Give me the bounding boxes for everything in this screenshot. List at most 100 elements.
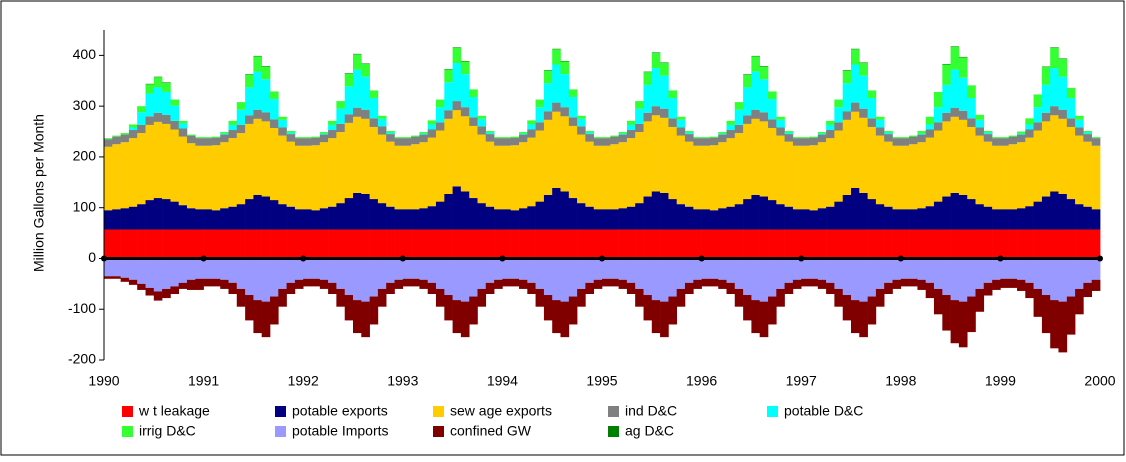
y-tick-label: 100: [73, 198, 97, 214]
bar-segment: [992, 145, 1001, 210]
bar-segment: [792, 279, 802, 289]
bar-segment: [386, 229, 395, 259]
bar-segment: [900, 229, 910, 259]
bar-segment: [967, 229, 976, 259]
bar-segment: [1075, 115, 1084, 120]
bar-segment: [909, 144, 918, 210]
bar-segment: [900, 145, 910, 210]
bar-segment: [950, 46, 960, 47]
bar-segment: [676, 258, 686, 289]
bar-segment: [1075, 135, 1084, 205]
bar-segment: [353, 258, 362, 301]
bar-segment: [120, 229, 130, 259]
bar-segment: [851, 49, 860, 65]
bar-segment: [178, 229, 188, 259]
bar-segment: [884, 229, 893, 259]
bar-segment: [336, 229, 346, 259]
bar-segment: [1008, 144, 1018, 210]
bar-segment: [1033, 122, 1043, 131]
bar-segment: [311, 137, 321, 146]
bar-segment: [560, 229, 570, 259]
bar-segment: [361, 229, 370, 259]
bar-segment: [261, 79, 271, 113]
bar-segment: [228, 124, 238, 131]
bar-segment: [568, 117, 578, 126]
bar-segment: [1083, 134, 1093, 142]
bar-segment: [942, 64, 951, 85]
bar-segment: [684, 134, 694, 142]
bar-segment: [519, 229, 528, 259]
bar-segment: [1017, 229, 1026, 259]
bar-segment: [734, 102, 744, 110]
bar-segment: [153, 121, 163, 199]
bar-segment: [319, 133, 329, 135]
x-tick-label: 2000: [1084, 373, 1115, 389]
bar-segment: [137, 204, 146, 230]
bar-segment: [261, 301, 271, 338]
bar-segment: [145, 116, 155, 125]
bar-segment: [452, 300, 462, 334]
bar-segment: [270, 91, 279, 100]
bar-segment: [303, 258, 312, 279]
bar-segment: [942, 84, 951, 113]
bar-segment: [917, 279, 926, 290]
bar-segment: [178, 120, 188, 124]
bar-segment: [1017, 131, 1026, 134]
bar-segment: [1008, 135, 1018, 137]
bar-segment: [983, 206, 993, 230]
bar-segment: [1017, 134, 1026, 143]
legend-swatch: [275, 426, 286, 437]
bar-segment: [792, 258, 802, 280]
bar-segment: [851, 187, 860, 230]
bar-segment: [643, 71, 653, 73]
bar-segment: [983, 131, 993, 133]
bar-segment: [386, 282, 395, 294]
bar-segment: [560, 61, 570, 75]
bar-segment: [278, 229, 287, 259]
bar-segment: [419, 208, 428, 230]
bar-segment: [270, 99, 279, 120]
bar-segment: [427, 229, 437, 259]
bar-segment: [610, 135, 619, 137]
bar-segment: [768, 296, 777, 325]
bar-segment: [394, 229, 404, 259]
bar-segment: [1083, 258, 1093, 283]
bar-segment: [1025, 137, 1034, 207]
bar-segment: [203, 145, 213, 210]
bar-segment: [186, 135, 196, 144]
bar-segment: [527, 129, 536, 138]
bar-segment: [294, 137, 304, 139]
bar-segment: [867, 126, 877, 200]
bar-segment: [1033, 201, 1043, 230]
bar-segment: [336, 288, 346, 307]
bar-segment: [1050, 300, 1059, 349]
bar-segment: [552, 229, 561, 259]
bar-segment: [469, 125, 478, 199]
bar-segment: [909, 135, 918, 137]
bar-segment: [1075, 119, 1084, 128]
bar-segment: [502, 278, 511, 287]
bar-segment: [485, 134, 495, 142]
bar-segment: [311, 229, 321, 259]
bar-segment: [560, 191, 570, 230]
legend-swatch: [608, 426, 619, 437]
bar-segment: [751, 300, 760, 334]
bar-segment: [842, 111, 852, 120]
bar-segment: [983, 132, 993, 135]
bar-segment: [319, 279, 329, 289]
bar-segment: [585, 206, 595, 230]
bar-segment: [577, 134, 586, 204]
bar-segment: [444, 110, 453, 119]
bar-segment: [178, 205, 188, 230]
bar-segment: [261, 121, 271, 197]
bar-segment: [709, 278, 719, 287]
bar-segment: [1083, 229, 1093, 259]
bar-segment: [402, 258, 412, 279]
bar-segment: [527, 137, 536, 207]
bar-segment: [942, 295, 951, 331]
bar-segment: [394, 258, 404, 280]
bar-segment: [460, 191, 470, 230]
bar-segment: [635, 101, 644, 109]
bar-segment: [344, 73, 354, 74]
bar-segment: [635, 203, 644, 230]
